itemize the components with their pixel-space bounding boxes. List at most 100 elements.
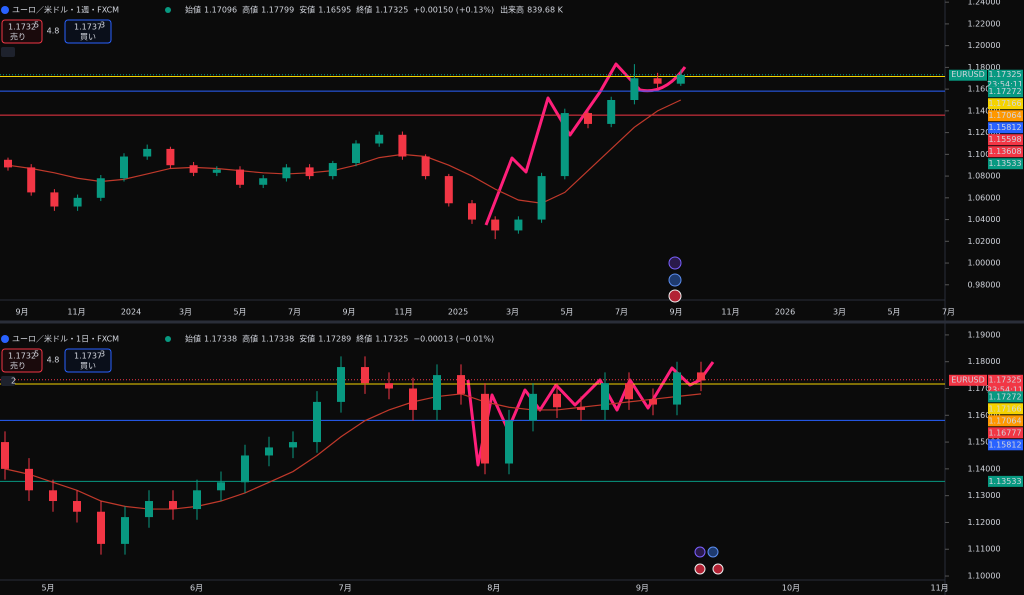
price-tag	[988, 86, 1023, 98]
collapse-button[interactable]	[1, 376, 15, 386]
event-icons	[668, 256, 724, 575]
y-tick-label: 1.16000	[967, 411, 1000, 420]
candle-body	[259, 178, 268, 185]
ohlc-label: 始値	[185, 5, 201, 15]
ohlc-value: 1.17325	[375, 335, 408, 344]
price-tag-label: 1.17325	[988, 375, 1021, 384]
event-icon[interactable]	[694, 563, 706, 575]
buy-button[interactable]	[64, 19, 112, 44]
status-dot	[165, 7, 171, 13]
y-tick-label: 1.15000	[967, 438, 1000, 447]
price-tag-label: 1.13533	[988, 477, 1021, 486]
sell-button[interactable]	[1, 348, 43, 373]
price-tag-label: 1.17166	[988, 99, 1021, 108]
candle-body	[457, 375, 465, 394]
x-tick-label: 9月	[669, 308, 682, 317]
candle-body	[653, 78, 662, 84]
candle-body	[96, 178, 105, 198]
candle-body	[193, 490, 201, 510]
x-tick-label: 5月	[41, 584, 54, 593]
ohlc-value: 1.17338	[261, 335, 294, 344]
x-tick-label: 11月	[67, 308, 85, 317]
candle-body	[584, 113, 592, 124]
candle-body	[649, 399, 657, 405]
y-tick-label: 0.98000	[967, 280, 1000, 289]
candle-body	[97, 511, 105, 544]
candle-body	[577, 407, 585, 410]
symbol-title: ユーロ／米ドル・1日・FXCM	[12, 334, 119, 344]
ohlc-value: 1.16595	[318, 6, 351, 15]
price-tag	[988, 374, 1023, 395]
candle-body	[313, 401, 321, 443]
x-tick-label: 7月	[288, 308, 301, 317]
buy-label: 買い	[80, 33, 96, 42]
candle-body	[676, 75, 685, 84]
sell-label: 売り	[10, 361, 26, 371]
candle-body	[433, 375, 441, 410]
price-tag	[988, 415, 1023, 427]
y-tick-label: 1.17000	[967, 384, 1000, 393]
ohlc-label: 高値	[242, 334, 258, 344]
x-tick-label: 7月	[942, 308, 955, 317]
ohlc-label: 始値	[185, 334, 201, 344]
collapse-button[interactable]	[1, 47, 15, 57]
y-tick-label: 1.11000	[967, 545, 1000, 554]
x-tick-label: 11月	[394, 308, 412, 317]
countdown: 23:54:11	[987, 385, 1023, 394]
price-tag-label: 1.17272	[988, 87, 1021, 96]
candle-body	[529, 393, 537, 421]
y-tick-label: 1.18000	[967, 63, 1000, 72]
y-tick-label: 1.14000	[967, 106, 1000, 115]
candle-body	[328, 163, 337, 177]
candle-body	[212, 169, 221, 173]
volume-value: 839.68 K	[527, 6, 564, 15]
event-icon[interactable]	[694, 546, 706, 558]
candle-body	[49, 490, 57, 502]
candle-body	[337, 367, 345, 402]
event-icon[interactable]	[707, 546, 719, 558]
event-icon[interactable]	[668, 256, 682, 270]
x-tick-label: 2024	[121, 308, 141, 317]
buy-button[interactable]	[64, 348, 112, 373]
price-tag	[988, 146, 1023, 158]
event-icon[interactable]	[712, 563, 724, 575]
candle-body	[607, 100, 616, 124]
price-tag	[988, 475, 1023, 487]
event-icon[interactable]	[668, 289, 682, 303]
x-tick-label: 2025	[448, 308, 468, 317]
price-tag-label: 1.15812	[988, 123, 1021, 132]
y-tick-label: 1.13000	[967, 491, 1000, 500]
candle-body	[481, 393, 489, 464]
moving-average	[4, 393, 702, 510]
y-tick-label: 1.10000	[967, 572, 1000, 581]
symbol-tag	[949, 69, 987, 81]
x-tick-label: 9月	[15, 308, 28, 317]
drawing-annotation[interactable]	[484, 62, 687, 226]
event-icon[interactable]	[668, 273, 682, 287]
x-tick-label: 5月	[887, 308, 900, 317]
ohlc-label: 安値	[299, 334, 315, 344]
x-tick-label: 9月	[342, 308, 355, 317]
sell-price-sup: 5	[34, 350, 39, 359]
candle-body	[236, 169, 244, 185]
y-tick-label: 1.12000	[967, 128, 1000, 137]
candle-body	[625, 383, 633, 400]
candle-body	[468, 203, 476, 220]
y-tick-label: 1.04000	[967, 215, 1000, 224]
candle-body	[120, 156, 128, 179]
candle-body	[25, 468, 33, 491]
price-tag-label: 1.15812	[988, 440, 1021, 449]
x-tick-label: 3月	[179, 308, 192, 317]
y-tick-label: 1.16000	[967, 85, 1000, 94]
y-tick-label: 1.10000	[967, 150, 1000, 159]
countdown: 23:54:11	[987, 80, 1023, 89]
buy-price: 1.1737	[74, 352, 102, 361]
candle-body	[27, 167, 36, 193]
x-tick-label: 5月	[560, 308, 573, 317]
price-tag-label: 1.17064	[988, 111, 1021, 120]
sell-button[interactable]	[1, 19, 43, 44]
change-value: −0.00013 (−0.01%)	[413, 335, 494, 344]
sell-price-sup: 5	[34, 21, 39, 30]
